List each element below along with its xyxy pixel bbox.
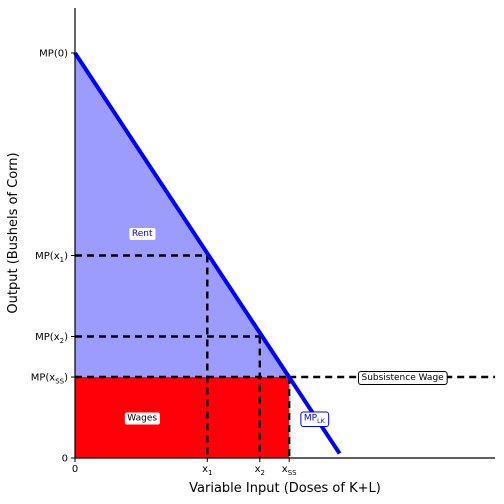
x-tick-label: 0 [72,464,78,475]
x-tick-label: xSS [282,464,297,477]
subsistence-wage-label-text: Subsistence Wage [361,373,444,383]
mp-line [73,51,342,455]
x-tick-label: x1 [202,464,212,477]
y-tick-label: MP(x2) [35,332,68,345]
mp-label-box [300,411,330,427]
wages-label: Wages [123,411,161,426]
rent-label-text: Rent [132,229,153,239]
mp-label: MPLK [300,411,330,427]
x-tick-label: x2 [255,464,265,477]
y-tick-label: 0 [62,454,68,465]
wages-label-text: Wages [127,414,157,424]
y-axis-title: Output (Bushels of Corn) [6,152,21,313]
y-tick-label: MP(x1) [35,251,68,264]
rent-label: Rent [128,227,157,241]
mp-label-text: MPLK [304,414,326,426]
y-tick-label: MP(0) [39,49,68,60]
rent-label-box [128,227,157,241]
plot-area: MP(0) MP(x1) MP(x2) MP(xSS) 00 x1 x2 xSS Rent Wag… [31,8,495,477]
wages-region [75,377,290,458]
subsistence-wage-label: Subsistence Wage [357,371,448,385]
subsistence-wage-label-box [357,371,448,385]
y-tick-label: MP(xSS) [31,373,68,386]
wages-label-box [123,411,161,426]
x-axis-title: Variable Input (Doses of K+L) [189,481,381,496]
